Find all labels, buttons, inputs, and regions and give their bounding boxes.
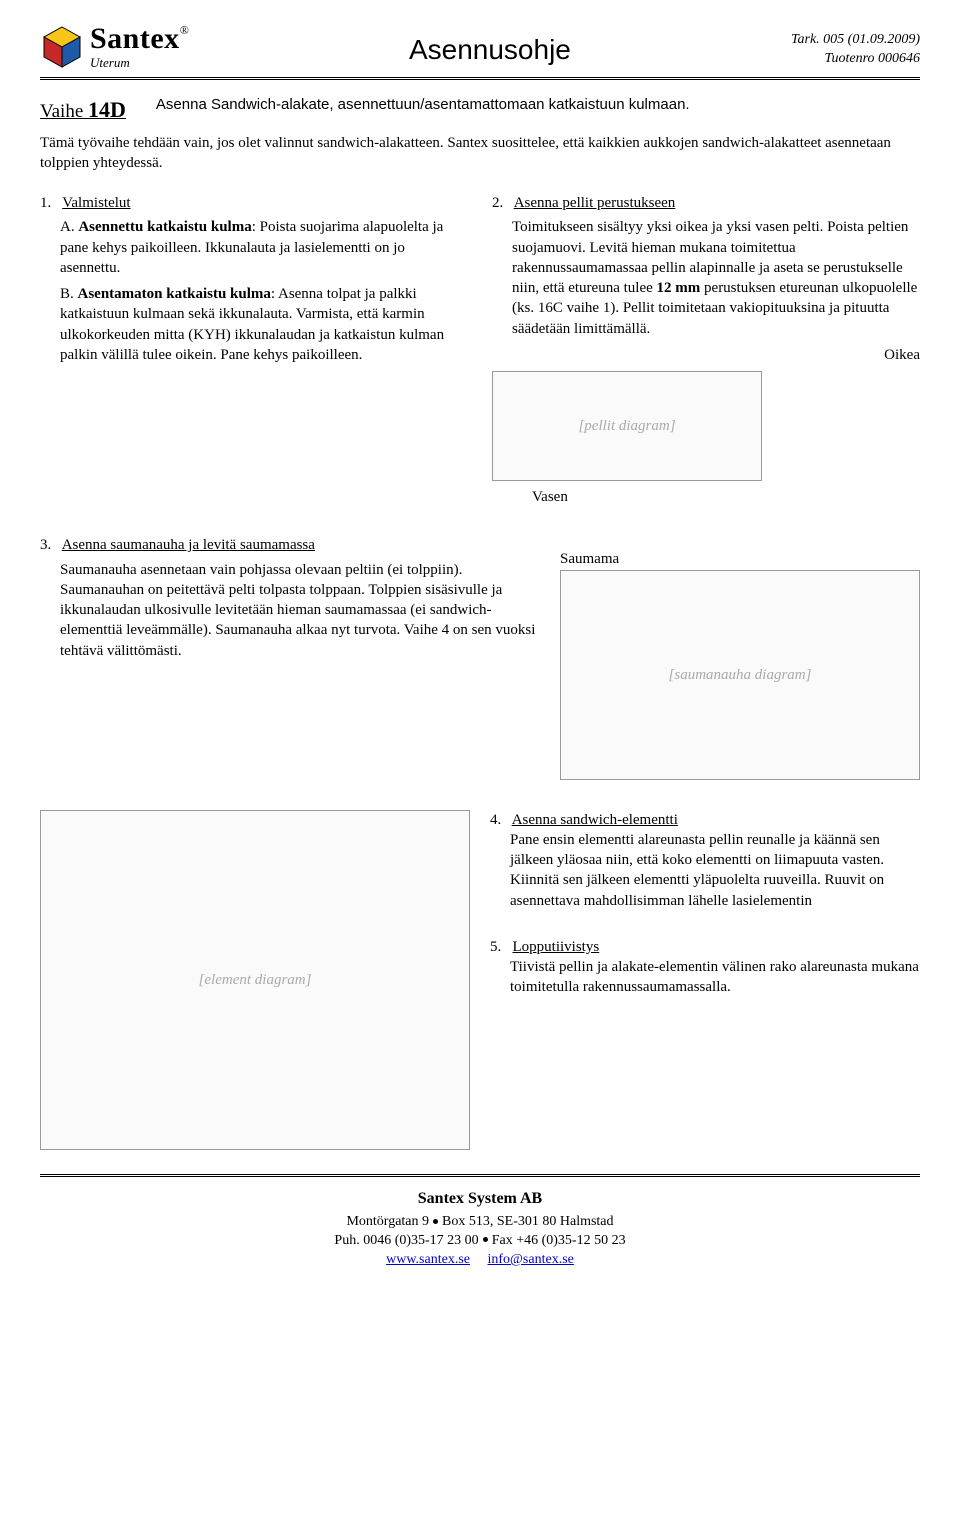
- figure-pellit: [pellit diagram]: [492, 371, 762, 481]
- step-5: 5. Lopputiivistys Tiivistä pellin ja ala…: [490, 937, 920, 998]
- footer-url[interactable]: www.santex.se: [386, 1252, 470, 1267]
- step2-text: Toimitukseen sisältyy yksi oikea ja yksi…: [512, 217, 920, 339]
- lower-section: [element diagram] 4. Asenna sandwich-ele…: [40, 810, 920, 1150]
- stage-label: Vaihe 14D: [40, 95, 126, 125]
- intro-text: Tämä työvaihe tehdään vain, jos olet val…: [40, 133, 920, 174]
- step1-a-label: A.: [60, 219, 75, 235]
- cube-icon: [40, 25, 84, 69]
- product-number: Tuotenro 000646: [791, 50, 920, 69]
- label-oikea: Oikea: [492, 345, 920, 365]
- step3-text: Saumanauha asennetaan vain pohjassa olev…: [60, 560, 540, 661]
- step5-num: 5.: [490, 939, 501, 955]
- footer-links: www.santex.se info@santex.se: [40, 1251, 920, 1270]
- footer-phone: Puh. 0046 (0)35-17 23 00 Fax +46 (0)35-12…: [40, 1232, 920, 1251]
- stage-heading: Vaihe 14D Asenna Sandwich-alakate, asenn…: [40, 95, 920, 125]
- doc-meta: Tark. 005 (01.09.2009) Tuotenro 000646: [791, 31, 920, 69]
- step1-a: A. Asennettu katkaistu kulma: Poista suo…: [60, 217, 468, 278]
- step4-num: 4.: [490, 812, 501, 828]
- divider-top: [40, 77, 920, 81]
- step1-b-label: B.: [60, 286, 74, 302]
- stage-description: Asenna Sandwich-alakate, asennettuun/ase…: [156, 95, 690, 125]
- steps-1-2: 1. Valmistelut A. Asennettu katkaistu ku…: [40, 193, 920, 507]
- header: Santex® Uterum Asennusohje Tark. 005 (01…: [40, 24, 920, 69]
- step2-title: Asenna pellit perustukseen: [514, 195, 676, 211]
- footer-fax: Fax +46 (0)35-12 50 23: [492, 1233, 626, 1248]
- step4-text: Pane ensin elementti alareunasta pellin …: [510, 830, 920, 911]
- footer-box: Box 513, SE-301 80 Halmstad: [442, 1214, 614, 1229]
- label-vasen: Vasen: [532, 487, 920, 507]
- revision: Tark. 005 (01.09.2009): [791, 31, 920, 50]
- stage-prefix: Vaihe: [40, 101, 88, 122]
- footer-company: Santex System AB: [40, 1188, 920, 1210]
- step1-num: 1.: [40, 195, 51, 211]
- step3-num: 3.: [40, 537, 51, 553]
- footer-email[interactable]: info@santex.se: [487, 1252, 573, 1267]
- step1-a-bold: Asennettu katkaistu kulma: [78, 219, 251, 235]
- step1-title: Valmistelut: [62, 195, 130, 211]
- footer-address: Montörgatan 9 Box 513, SE-301 80 Halmstad: [40, 1213, 920, 1232]
- step2-num: 2.: [492, 195, 503, 211]
- footer-tel: Puh. 0046 (0)35-17 23 00: [334, 1233, 478, 1248]
- step3-caption: Saumama: [560, 549, 619, 569]
- step3-figure-block: Saumama [saumanauha diagram]: [560, 535, 920, 779]
- brand-logo: Santex® Uterum: [40, 24, 189, 69]
- step4-title: Asenna sandwich-elementti: [512, 812, 678, 828]
- brand-subtitle: Uterum: [90, 56, 189, 69]
- step2-12mm: 12 mm: [657, 280, 701, 296]
- step-3: 3. Asenna saumanauha ja levitä saumamass…: [40, 535, 920, 779]
- step5-title: Lopputiivistys: [513, 939, 600, 955]
- step1-b: B. Asentamaton katkaistu kulma: Asenna t…: [60, 284, 468, 365]
- step1-b-bold: Asentamaton katkaistu kulma: [78, 286, 271, 302]
- footer-addr: Montörgatan 9: [346, 1214, 429, 1229]
- step3-title: Asenna saumanauha ja levitä saumamassa: [62, 537, 315, 553]
- divider-bottom: [40, 1174, 920, 1178]
- document-title: Asennusohje: [189, 31, 791, 69]
- step-4: 4. Asenna sandwich-elementti Pane ensin …: [490, 810, 920, 911]
- figure-element: [element diagram]: [40, 810, 470, 1150]
- brand-name: Santex: [90, 22, 180, 55]
- stage-number: 14D: [88, 97, 126, 122]
- step-1: 1. Valmistelut A. Asennettu katkaistu ku…: [40, 193, 468, 507]
- footer: Santex System AB Montörgatan 9 Box 513, S…: [40, 1188, 920, 1270]
- step-2: 2. Asenna pellit perustukseen Toimitukse…: [492, 193, 920, 507]
- figure-saumanauha: [saumanauha diagram]: [560, 570, 920, 780]
- brand-reg: ®: [180, 23, 189, 37]
- step5-text: Tiivistä pellin ja alakate-elementin väl…: [510, 957, 920, 998]
